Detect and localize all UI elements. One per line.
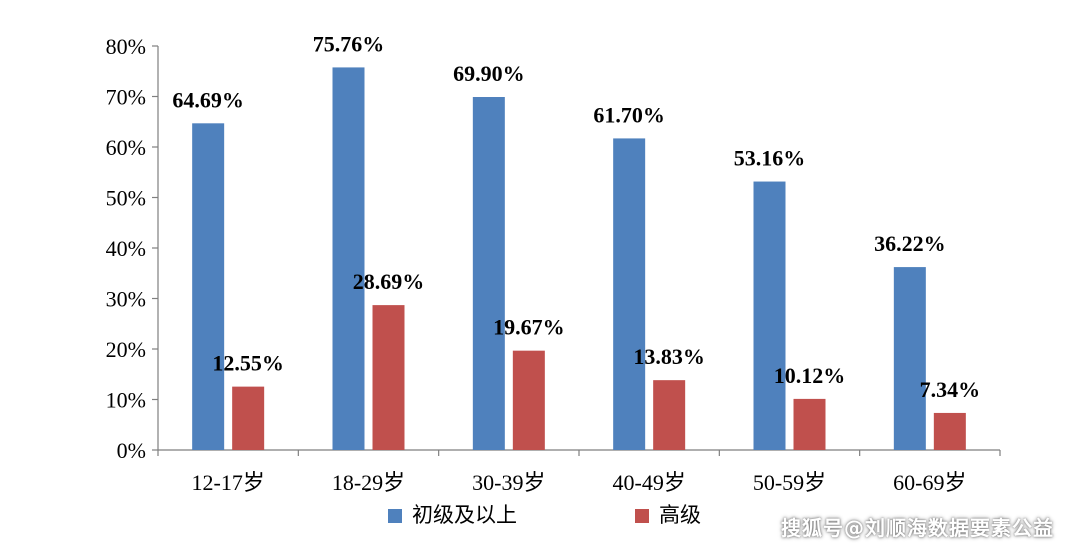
bar-primary-and-above bbox=[332, 67, 365, 451]
data-label: 10.12% bbox=[774, 363, 846, 388]
bar-primary-and-above bbox=[753, 181, 786, 451]
data-label: 19.67% bbox=[493, 315, 565, 340]
x-tick-label: 50-59岁 bbox=[753, 470, 826, 495]
legend: 初级及以上 高级 bbox=[388, 503, 701, 527]
legend-item-primary-and-above: 初级及以上 bbox=[412, 503, 517, 527]
y-tick-label: 50% bbox=[106, 186, 146, 211]
bar-advanced bbox=[512, 350, 545, 450]
data-label: 13.83% bbox=[633, 344, 705, 369]
data-label: 7.34% bbox=[920, 377, 981, 402]
data-label: 64.69% bbox=[172, 87, 244, 112]
y-tick-label: 0% bbox=[117, 438, 146, 463]
data-label: 28.69% bbox=[353, 269, 425, 294]
bar-advanced bbox=[933, 412, 966, 450]
y-tick-label: 60% bbox=[106, 135, 146, 160]
x-tick-label: 60-69岁 bbox=[893, 470, 966, 495]
bar-advanced bbox=[372, 305, 405, 450]
legend-swatch bbox=[388, 509, 402, 523]
x-tick-label: 18-29岁 bbox=[332, 470, 405, 495]
bar-primary-and-above bbox=[893, 267, 926, 450]
data-label: 61.70% bbox=[593, 102, 665, 127]
bar-advanced bbox=[793, 398, 826, 450]
bar-primary-and-above bbox=[472, 97, 505, 450]
data-label: 53.16% bbox=[734, 146, 806, 171]
y-tick-label: 30% bbox=[106, 287, 146, 312]
axes: 0% 10% 20% 30% 40% 50% 60% 70% 80% 12-17岁 18-29岁 30… bbox=[106, 34, 1001, 495]
watermark: 搜狐号@刘顺海数据要素公益 bbox=[781, 516, 1054, 540]
y-tick-label: 20% bbox=[106, 337, 146, 362]
data-label: 69.90% bbox=[453, 61, 525, 86]
data-label: 12.55% bbox=[212, 351, 284, 376]
data-labels: 64.69% 12.55% 75.76% 28.69% 69.90% 19.67% 61.7… bbox=[172, 31, 980, 402]
legend-swatch bbox=[635, 509, 649, 523]
y-tick-label: 40% bbox=[106, 236, 146, 261]
bars bbox=[192, 67, 966, 451]
bar-advanced bbox=[232, 386, 265, 450]
legend-item-advanced: 高级 bbox=[659, 503, 701, 527]
x-tick-label: 40-49岁 bbox=[613, 470, 686, 495]
bar-primary-and-above bbox=[192, 123, 225, 451]
data-label: 75.76% bbox=[313, 31, 385, 56]
y-tick-label: 70% bbox=[106, 85, 146, 110]
data-label: 36.22% bbox=[874, 231, 946, 256]
x-tick-label: 30-39岁 bbox=[472, 470, 545, 495]
y-tick-label: 80% bbox=[106, 34, 146, 59]
bar-primary-and-above bbox=[613, 138, 646, 451]
bar-advanced bbox=[653, 380, 686, 450]
y-tick-label: 10% bbox=[106, 388, 146, 413]
x-tick-label: 12-17岁 bbox=[192, 470, 265, 495]
